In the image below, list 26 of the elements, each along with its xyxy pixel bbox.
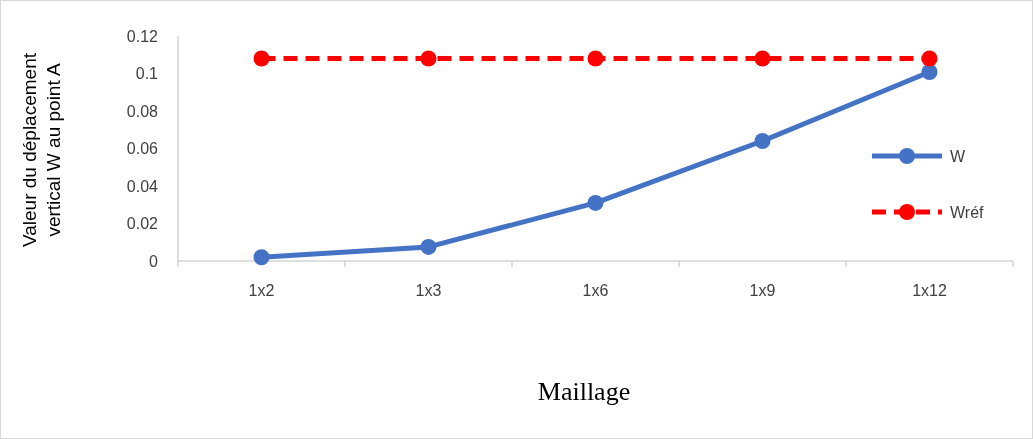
- x-axis-title: Maillage: [537, 377, 631, 406]
- point: [420, 50, 437, 67]
- point: [253, 50, 270, 67]
- y-axis-title: Valeur du déplacement vertical W au point A: [19, 52, 64, 247]
- y-tick-label: 0.12: [126, 27, 159, 45]
- point: [921, 50, 938, 67]
- y-tick-label: 0.04: [126, 177, 159, 195]
- legend-label: Wréf: [950, 203, 985, 221]
- y-tick-label: 0.02: [126, 215, 159, 233]
- x-tick-label: 1x2: [248, 282, 275, 299]
- x-tick-label: 1x12: [912, 282, 947, 299]
- point: [253, 249, 270, 266]
- point: [754, 50, 771, 67]
- y-tick-label: 0.08: [126, 102, 159, 120]
- point: [921, 64, 938, 80]
- y-tick-label: 0.1: [135, 65, 159, 83]
- x-tick-label: 1x9: [749, 282, 776, 299]
- x-tick-label: 1x6: [582, 282, 609, 299]
- y-tick-label: 0.06: [126, 140, 159, 158]
- point: [587, 194, 604, 211]
- y-tick-label: 0: [149, 252, 159, 270]
- x-tick-label: 1x3: [415, 282, 442, 299]
- point: [587, 50, 604, 67]
- legend-label: W: [950, 147, 966, 165]
- point: [754, 133, 771, 149]
- point: [420, 238, 437, 255]
